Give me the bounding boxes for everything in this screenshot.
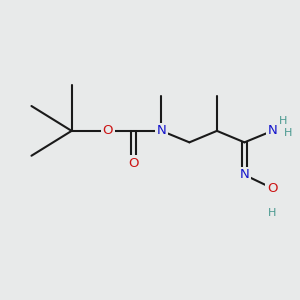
Text: H: H [279,116,287,126]
Text: H: H [284,128,292,138]
Text: H: H [268,208,277,218]
Text: O: O [128,157,139,170]
Text: O: O [103,124,113,137]
Text: N: N [240,168,249,182]
Text: N: N [157,124,166,137]
Text: O: O [267,182,278,195]
Text: N: N [268,124,277,136]
